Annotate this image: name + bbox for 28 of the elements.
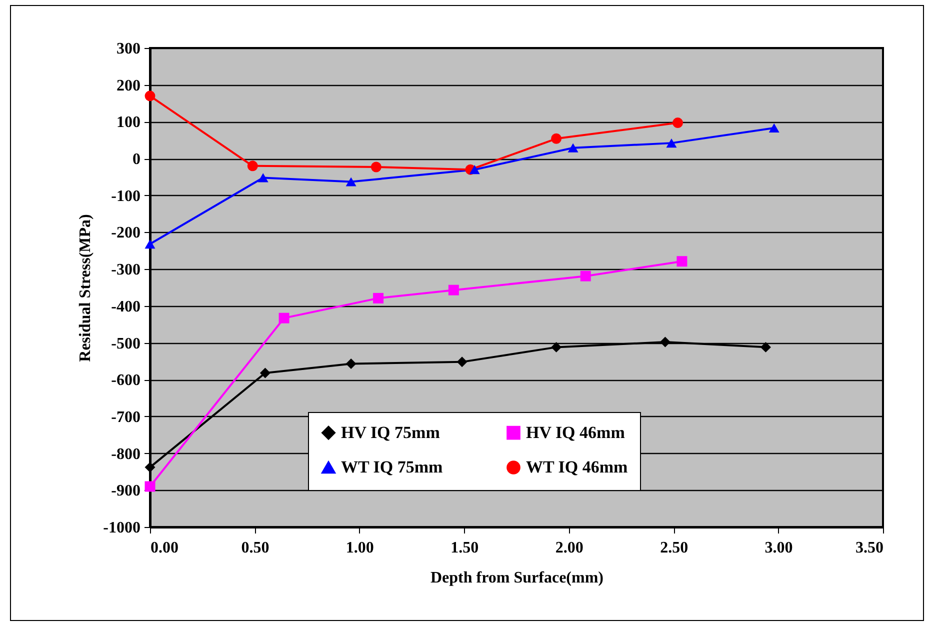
y-tick-label: -600: [111, 372, 140, 390]
y-tick-label: -800: [111, 446, 140, 463]
y-tick-label: -200: [111, 224, 140, 242]
y-tick-label: 0: [132, 151, 140, 168]
x-tick-label: 0.50: [241, 540, 270, 556]
x-tick-label: 2.00: [555, 540, 584, 556]
y-tick-label: -400: [111, 298, 140, 316]
y-axis-title: Residual Stress(MPa): [77, 214, 94, 362]
y-tick-label: 300: [116, 40, 140, 58]
y-tick-label: -100: [111, 188, 140, 205]
x-tick-label: 3.50: [856, 540, 884, 556]
y-tick-label: -1000: [103, 520, 140, 536]
x-axis-title: Depth from Surface(mm): [430, 570, 604, 586]
x-tick-label: 0.00: [150, 540, 178, 556]
y-tick-label: -700: [111, 408, 140, 426]
legend-label: WT IQ 75mm: [341, 458, 443, 476]
x-tick-label: 1.50: [450, 540, 479, 556]
x-tick-label: 1.00: [346, 540, 374, 556]
y-tick-label: -300: [111, 262, 140, 279]
y-tick-label: 100: [116, 114, 140, 132]
y-tick-label: 200: [116, 77, 140, 94]
legend-label: WT IQ 46mm: [526, 458, 628, 476]
y-tick-label: -500: [111, 335, 140, 352]
y-tick-label: -900: [111, 482, 140, 500]
legend-label: HV IQ 46mm: [526, 422, 625, 442]
x-tick-label: 3.00: [764, 540, 793, 556]
legend-label: HV IQ 75mm: [341, 422, 440, 442]
x-tick-label: 2.50: [660, 540, 688, 556]
